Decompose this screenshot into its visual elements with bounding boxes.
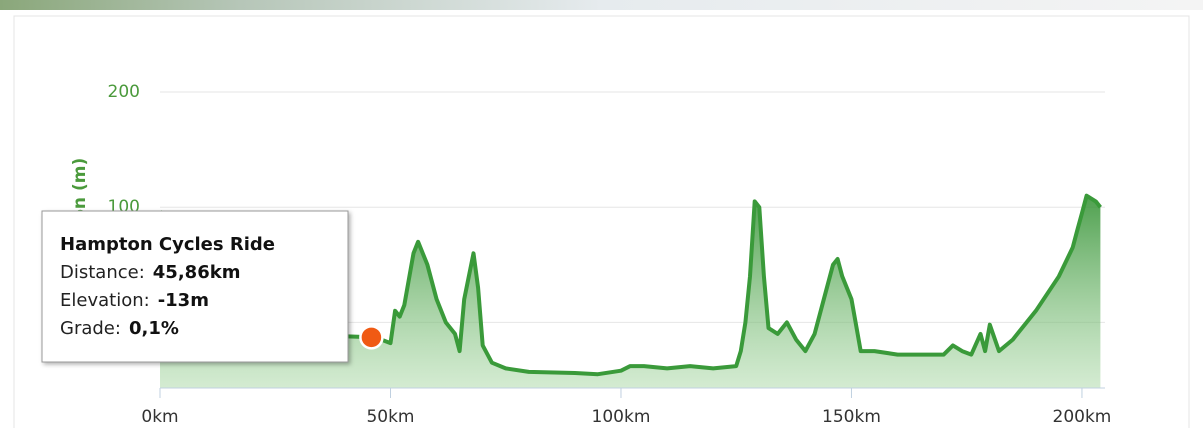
tooltip-title: Hampton Cycles Ride	[60, 234, 275, 255]
x-tick-label: 0km	[141, 407, 178, 427]
tooltip-value: -13m	[158, 290, 209, 311]
chart: 0100200 0km50km100km150km200km Elevation…	[0, 0, 1203, 428]
hover-marker	[360, 326, 382, 348]
tooltip-label: Grade:	[60, 318, 121, 339]
page: {"chart_data": {"type": "area", "y_label…	[0, 0, 1203, 428]
tooltip-value: 0,1%	[129, 318, 179, 339]
tooltip: Hampton Cycles Ride Distance: 45,86kmElev…	[42, 211, 348, 362]
x-tick-label: 150km	[822, 407, 881, 427]
x-tick-label: 200km	[1053, 407, 1112, 427]
map-strip	[0, 0, 1203, 10]
tooltip-label: Distance:	[60, 262, 145, 283]
tooltip-value: 45,86km	[153, 262, 241, 283]
x-tick-label: 100km	[592, 407, 651, 427]
tooltip-label: Elevation:	[60, 290, 150, 311]
y-tick-label: 200	[108, 82, 140, 102]
x-tick-label: 50km	[366, 407, 414, 427]
